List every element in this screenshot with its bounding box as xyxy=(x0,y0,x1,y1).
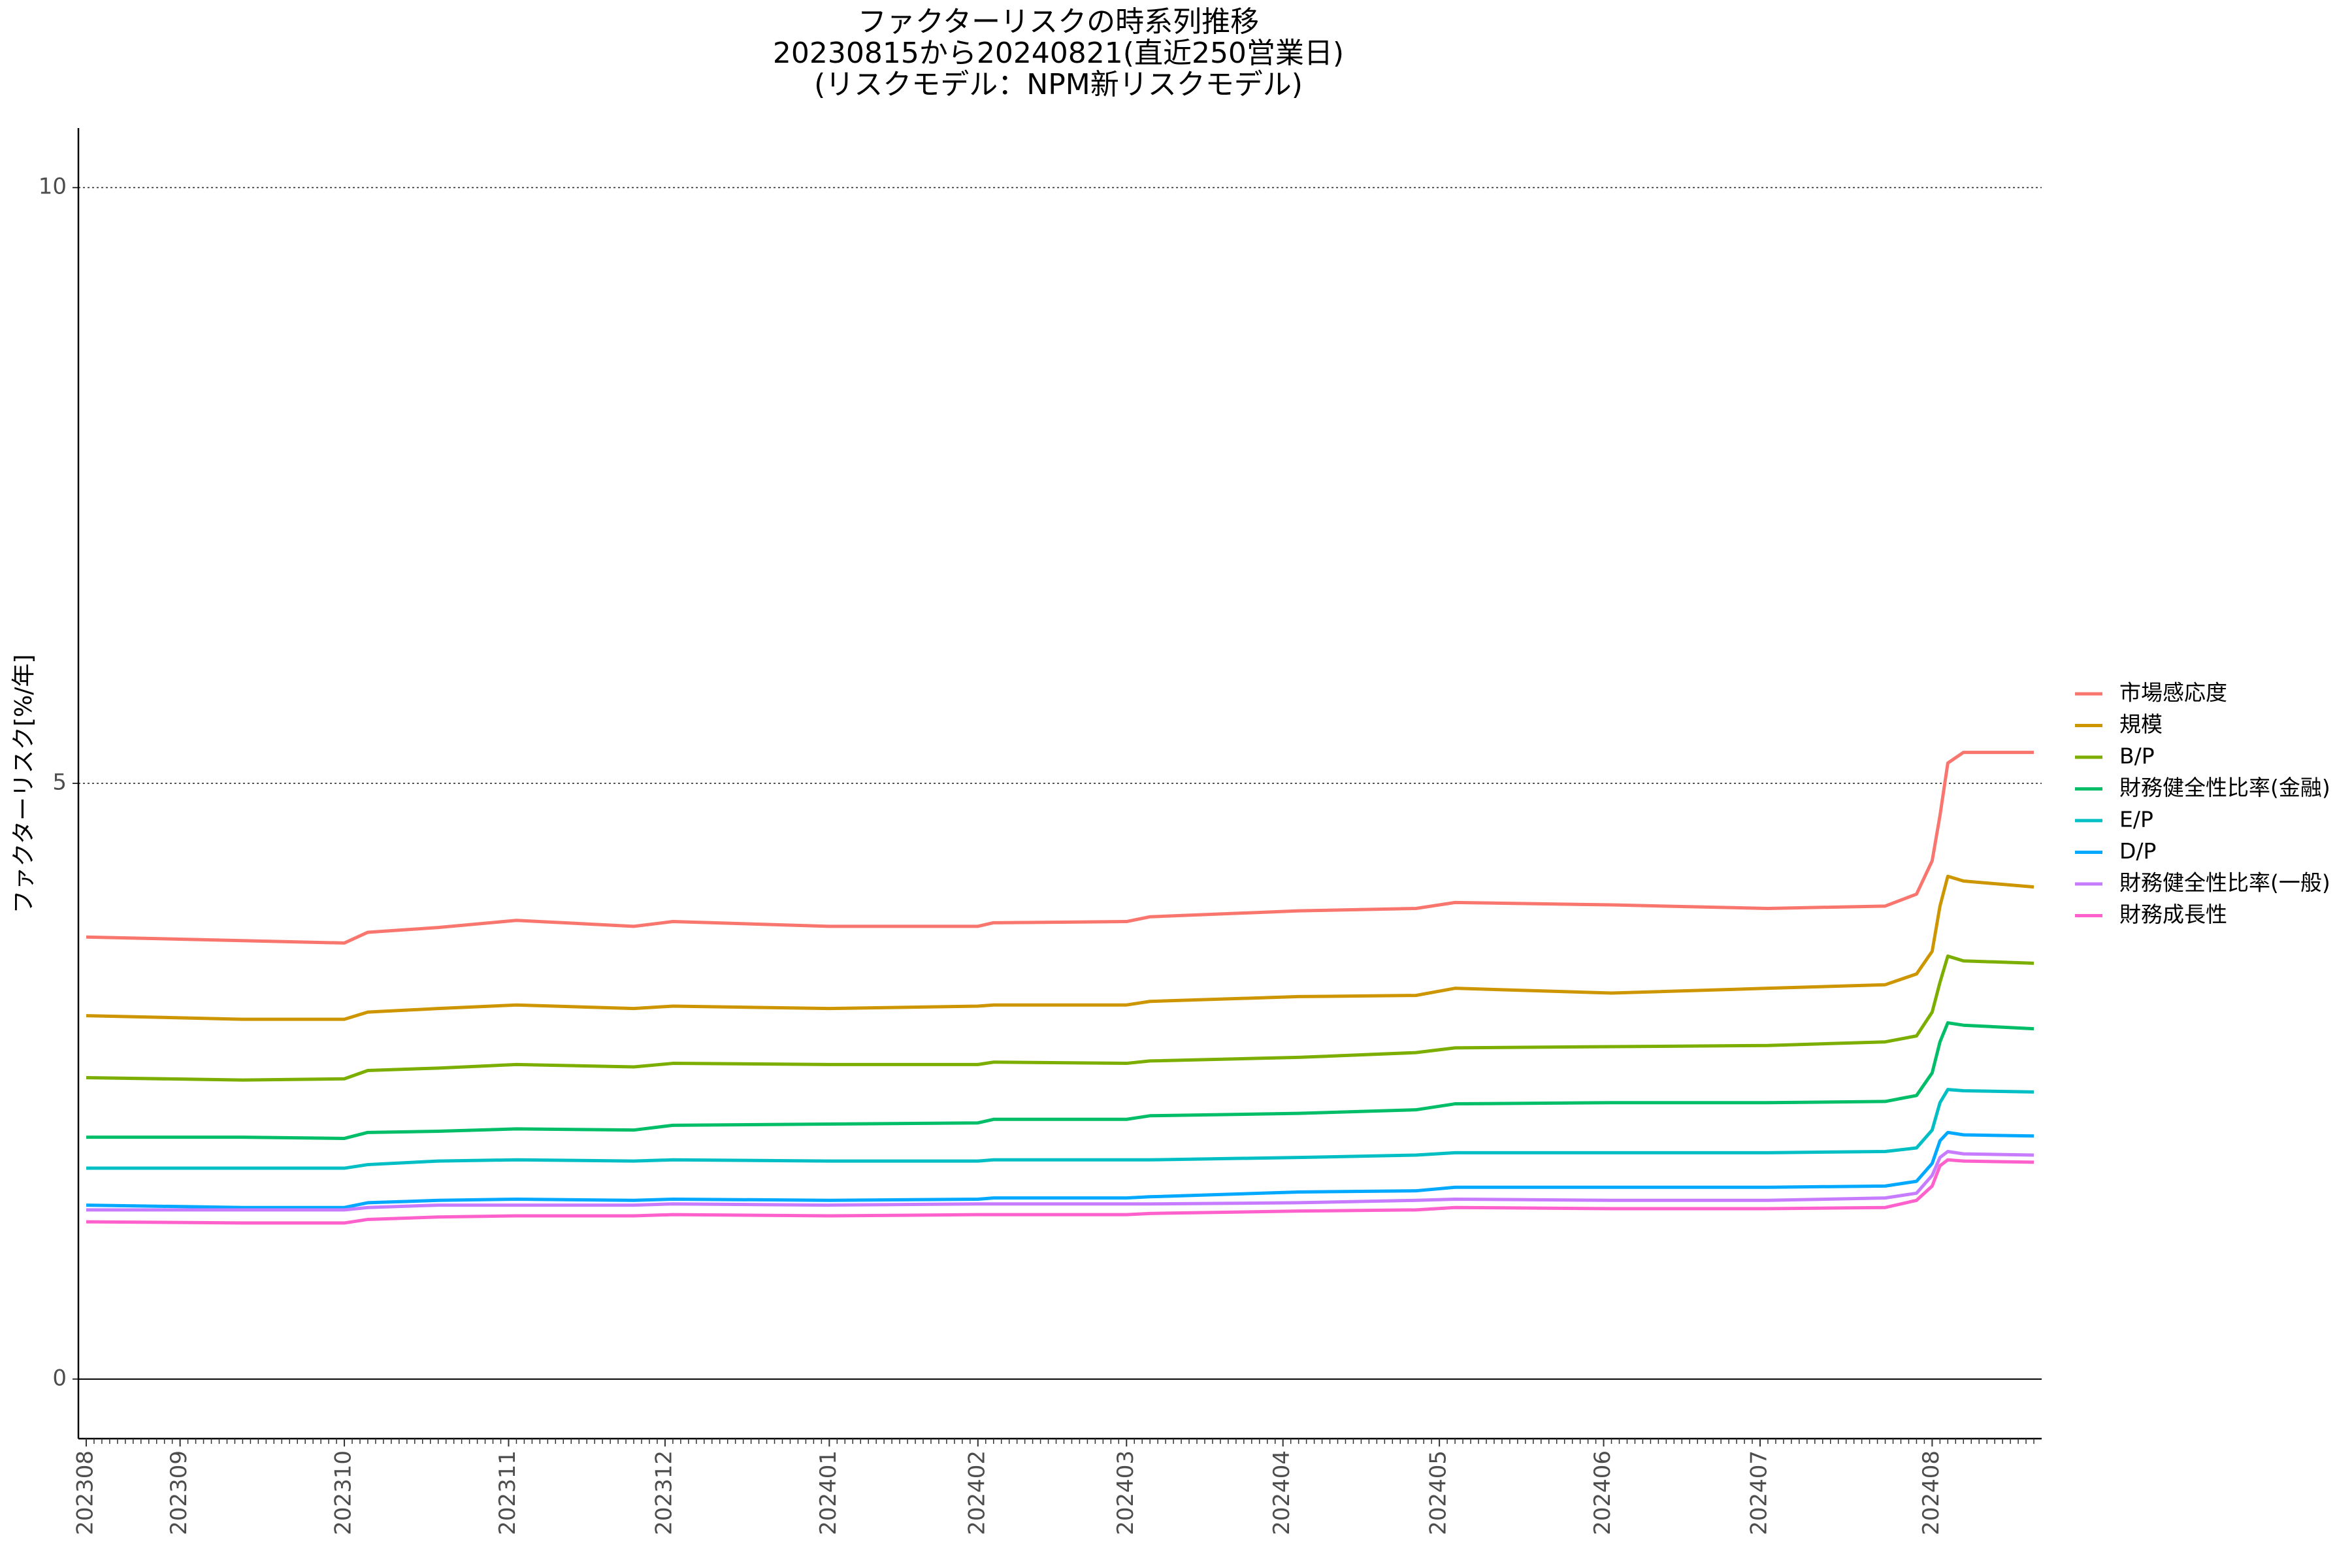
x-tick-label: 202309 xyxy=(166,1450,192,1535)
x-tick-label: 202402 xyxy=(964,1450,990,1535)
legend-label: 市場感応度 xyxy=(2119,680,2227,706)
chart-title: ファクターリスクの時系列推移 xyxy=(858,5,1259,39)
series-line xyxy=(86,1150,2034,1212)
legend-label: 財務健全性比率(一般) xyxy=(2119,870,2330,896)
x-tick-label: 202406 xyxy=(1590,1450,1616,1535)
x-tick-label: 202405 xyxy=(1426,1450,1452,1535)
series-line xyxy=(86,1130,2034,1209)
legend-label: 財務成長性 xyxy=(2119,902,2227,927)
chart-title: (リスクモデル：NPM新リスクモデル) xyxy=(814,68,1303,101)
x-tick-label: 202404 xyxy=(1269,1450,1295,1535)
x-tick-label: 202408 xyxy=(1918,1450,1944,1535)
x-tick-label: 202407 xyxy=(1746,1450,1772,1535)
series-line xyxy=(86,751,2034,945)
x-tick-label: 202401 xyxy=(815,1450,841,1535)
legend-label: E/P xyxy=(2119,807,2153,832)
y-tick-label: 5 xyxy=(52,770,67,796)
y-axis-title: ファクターリスク[%/年] xyxy=(10,655,37,914)
x-tick-label: 202308 xyxy=(72,1450,98,1535)
x-tick-label: 202403 xyxy=(1113,1450,1139,1535)
series-line xyxy=(86,1021,2034,1140)
series-line xyxy=(86,1158,2034,1225)
legend-label: 財務健全性比率(金融) xyxy=(2119,775,2330,800)
x-tick-label: 202312 xyxy=(651,1450,677,1535)
x-tick-label: 202311 xyxy=(495,1450,521,1535)
legend-label: D/P xyxy=(2119,838,2156,864)
y-tick-label: 10 xyxy=(39,174,67,200)
x-tick-label: 202310 xyxy=(331,1450,357,1535)
legend-label: 規模 xyxy=(2119,711,2163,737)
chart-title: 20230815から20240821(直近250営業日) xyxy=(773,37,1344,70)
series-line xyxy=(86,874,2034,1021)
series-line xyxy=(86,1088,2034,1170)
series-line xyxy=(86,954,2034,1082)
y-tick-label: 0 xyxy=(52,1365,67,1391)
legend-label: B/P xyxy=(2119,743,2155,769)
